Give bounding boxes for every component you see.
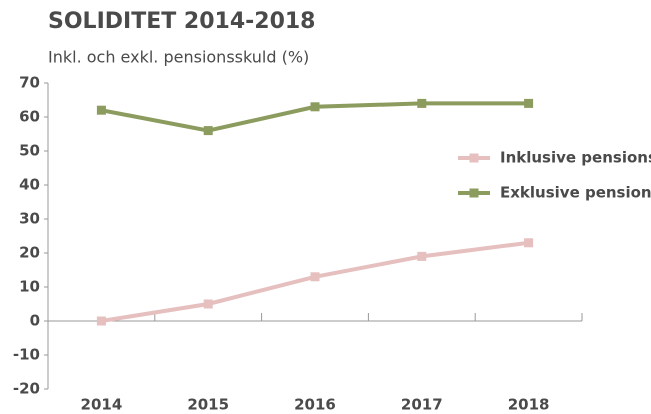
point-marker	[310, 102, 320, 112]
point-marker	[417, 98, 427, 108]
y-tick-label: 40	[19, 176, 40, 194]
point-marker	[96, 316, 106, 326]
chart-title: SOLIDITET 2014-2018	[48, 9, 316, 34]
y-tick-label: 60	[19, 108, 40, 126]
legend-marker	[469, 153, 479, 163]
legend-label: Inklusive pensionsskuld	[500, 149, 651, 167]
x-tick-label: 2015	[187, 396, 229, 414]
chart-subtitle: Inkl. och exkl. pensionsskuld (%)	[48, 48, 309, 67]
y-tick-label: 30	[19, 210, 40, 228]
point-marker	[524, 238, 534, 248]
series-line	[101, 240, 529, 323]
y-tick-label: 70	[19, 74, 40, 92]
x-tick-label: 2016	[294, 396, 336, 414]
x-tick-label: 2017	[401, 396, 443, 414]
y-tick-label: 10	[19, 278, 40, 296]
y-tick-label: 20	[19, 244, 40, 262]
x-tick-label: 2018	[508, 396, 550, 414]
y-tick-label: 50	[19, 142, 40, 160]
point-marker	[417, 251, 427, 261]
point-marker	[203, 299, 213, 309]
y-tick-label: -20	[13, 380, 40, 398]
x-tick-label: 2014	[81, 396, 123, 414]
legend-marker	[469, 188, 479, 198]
y-tick-label: 0	[30, 312, 40, 330]
point-marker	[96, 105, 106, 115]
legend-label: Exklusive pensionsskuld	[500, 184, 651, 202]
y-tick-label: -10	[13, 346, 40, 364]
point-marker	[524, 98, 534, 108]
point-marker	[203, 126, 213, 136]
point-marker	[310, 272, 320, 282]
